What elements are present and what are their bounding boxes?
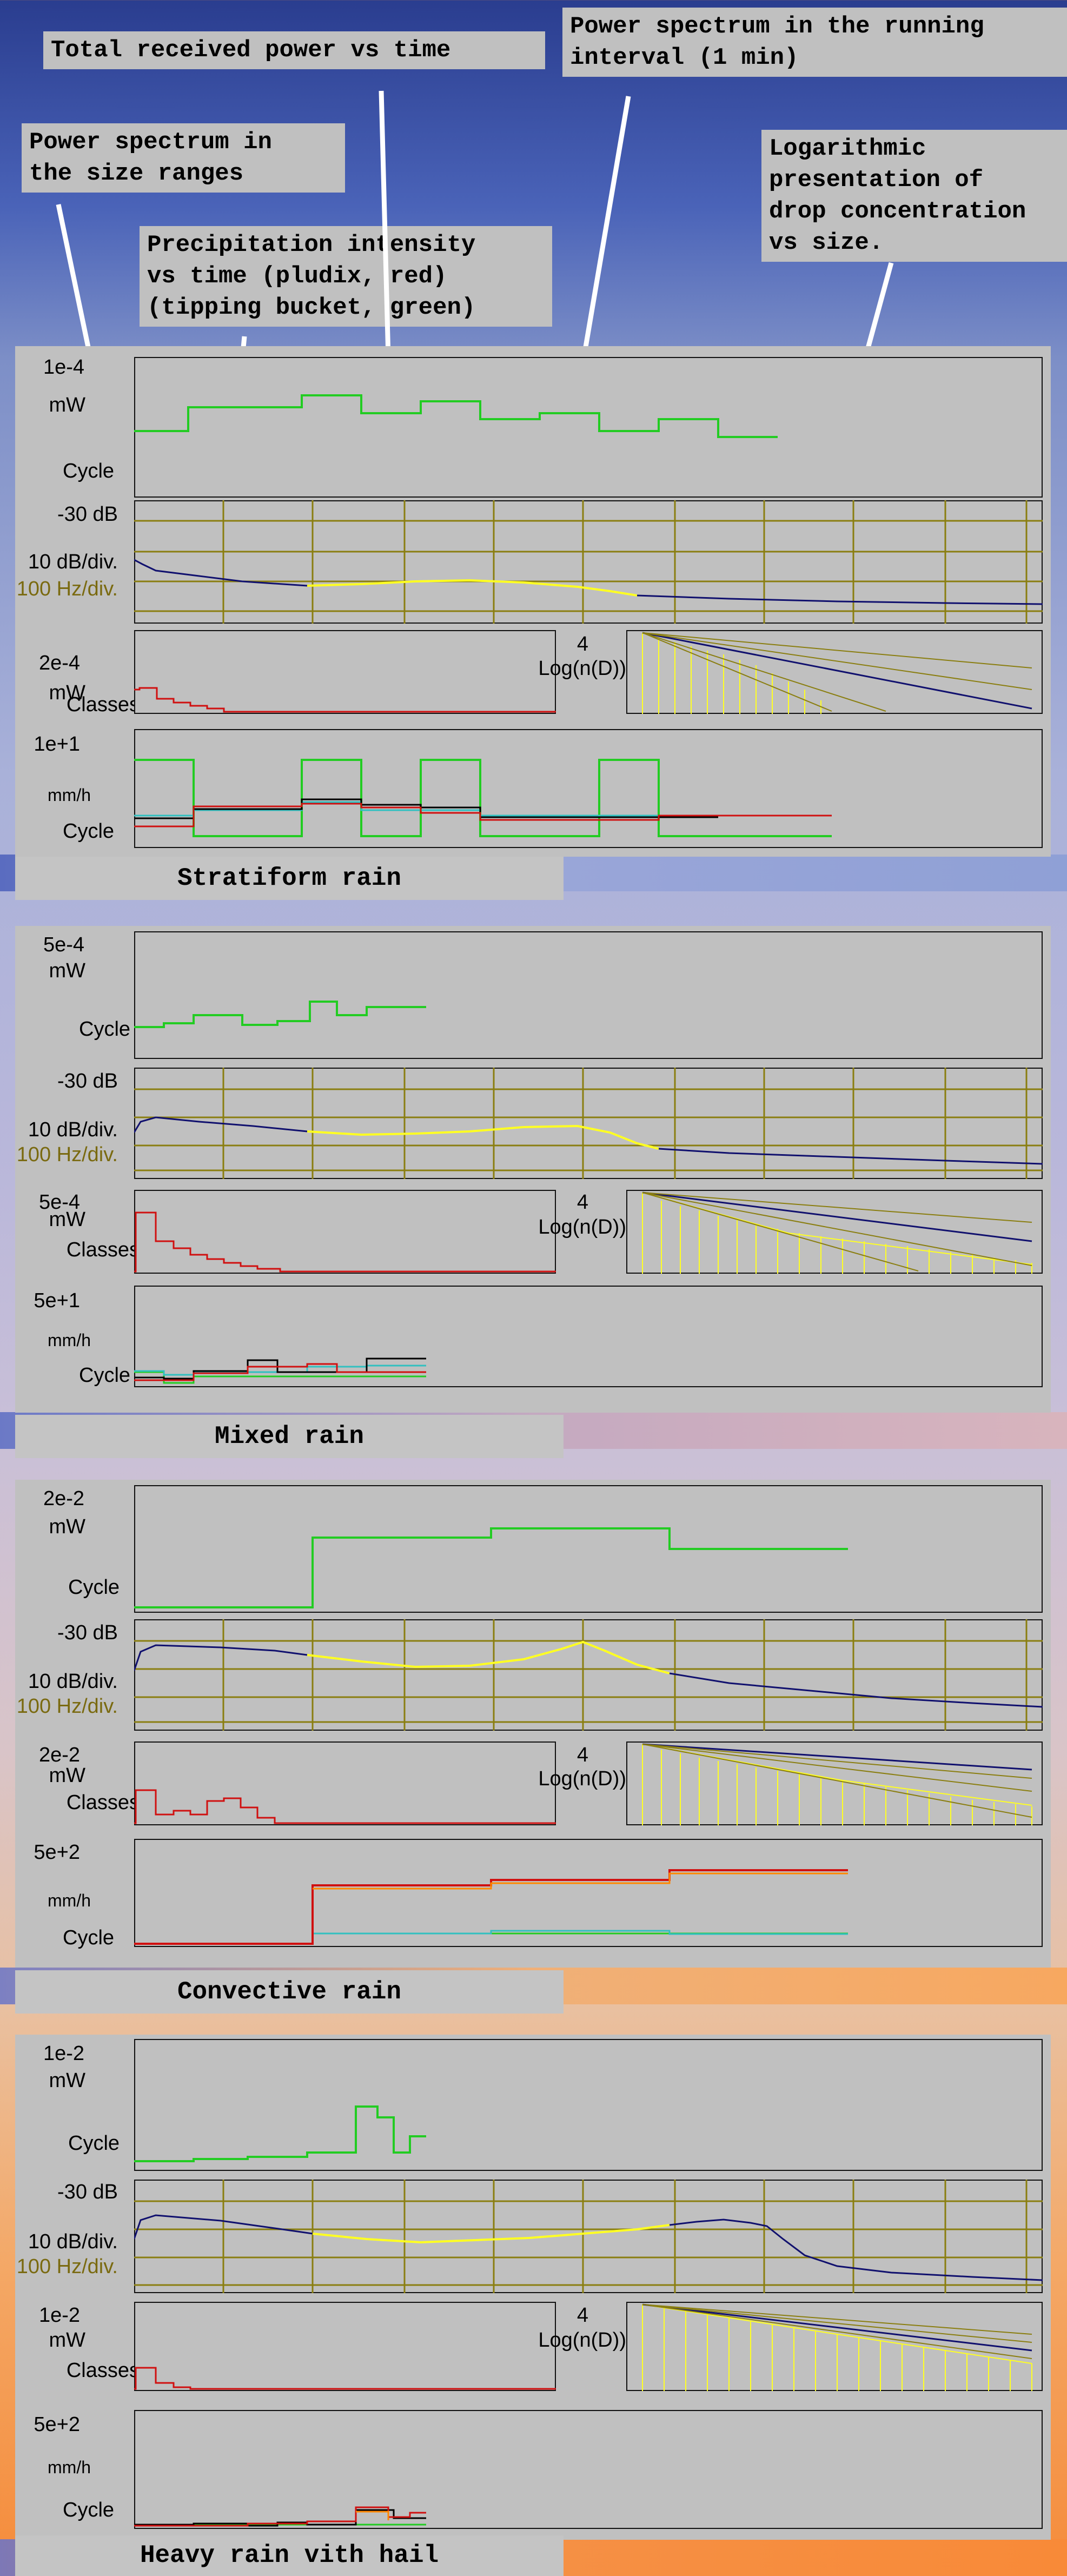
rain-cycle-label: Cycle bbox=[79, 1364, 131, 1387]
size-classes-plot bbox=[134, 2302, 556, 2391]
log-concentration-plot bbox=[626, 2302, 1043, 2391]
section-convective: 2e-2 mW Cycle -30 dB 10 dB/div. 100 Hz/d… bbox=[15, 1480, 1051, 1968]
spectrum-db-label: -30 dB bbox=[57, 1070, 118, 1092]
log-label: Log(n(D)) bbox=[538, 1216, 626, 1239]
spectrum-div-label: 10 dB/div. bbox=[28, 2230, 118, 2253]
power-spectrum-plot bbox=[134, 500, 1043, 624]
total-power-plot bbox=[134, 931, 1043, 1059]
section-title: Mixed rain bbox=[15, 1415, 564, 1458]
precipitation-plot bbox=[134, 1839, 1043, 1947]
power-scale-label: 1e-2 bbox=[43, 2042, 84, 2065]
rain-cycle-label: Cycle bbox=[63, 1926, 115, 1949]
log-label: Log(n(D)) bbox=[538, 1767, 626, 1790]
spectrum-hz-label: 100 Hz/div. bbox=[16, 578, 118, 600]
rain-cycle-label: Cycle bbox=[63, 820, 115, 843]
log-label: Log(n(D)) bbox=[538, 2329, 626, 2352]
rain-scale-label: 5e+1 bbox=[34, 1289, 80, 1312]
section-title: Convective rain bbox=[15, 1970, 564, 2014]
spectrum-div-label: 10 dB/div. bbox=[28, 1670, 118, 1693]
callout-precipitation: Precipitation intensity vs time (pludix,… bbox=[140, 226, 552, 327]
power-trace bbox=[134, 394, 778, 438]
power-unit-label: mW bbox=[49, 394, 85, 416]
size-classes-plot bbox=[134, 1190, 556, 1274]
power-cycle-label: Cycle bbox=[68, 2132, 120, 2155]
classes-label: Classes bbox=[66, 693, 140, 716]
log-label: Log(n(D)) bbox=[538, 657, 626, 680]
spectrum-hz-label: 100 Hz/div. bbox=[16, 1695, 118, 1718]
rain-scale-label: 1e+1 bbox=[34, 733, 80, 756]
power-spectrum-plot bbox=[134, 1068, 1043, 1179]
precipitation-plot bbox=[134, 2410, 1043, 2529]
classes-scale-label: 2e-2 bbox=[38, 1744, 80, 1766]
log-four-label: 4 bbox=[576, 633, 588, 655]
power-cycle-label: Cycle bbox=[63, 460, 115, 482]
power-spectrum-plot bbox=[134, 2180, 1043, 2293]
classes-unit-label: mW bbox=[49, 2329, 85, 2352]
rain-unit-label: mm/h bbox=[48, 1330, 91, 1350]
section-mixed: 5e-4 mW Cycle -30 dB 10 dB/div. 100 Hz/d… bbox=[15, 926, 1051, 1413]
rain-unit-label: mm/h bbox=[48, 1891, 91, 1910]
callout-spectrum-running: Power spectrum in the running interval (… bbox=[562, 8, 1067, 77]
classes-scale-label: 1e-2 bbox=[38, 2304, 80, 2327]
spectrum-hz-label: 100 Hz/div. bbox=[16, 2255, 118, 2278]
callout-spectrum-size: Power spectrum in the size ranges bbox=[22, 123, 345, 193]
section-title: Stratiform rain bbox=[15, 857, 564, 900]
classes-unit-label: mW bbox=[49, 1208, 85, 1231]
rain-unit-label: mm/h bbox=[48, 2458, 91, 2477]
power-unit-label: mW bbox=[49, 1515, 85, 1538]
classes-label: Classes bbox=[66, 2359, 140, 2382]
classes-unit-label: mW bbox=[49, 1764, 85, 1787]
log-four-label: 4 bbox=[576, 1191, 588, 1214]
section-title: Heavy rain vith hail bbox=[15, 2535, 564, 2576]
spectrum-hz-label: 100 Hz/div. bbox=[16, 1143, 118, 1166]
classes-scale-label: 5e-4 bbox=[38, 1191, 80, 1214]
power-spectrum-plot bbox=[134, 1619, 1043, 1731]
power-unit-label: mW bbox=[49, 2069, 85, 2092]
log-concentration-plot bbox=[626, 1190, 1043, 1274]
section-hail: 1e-2 mW Cycle -30 dB 10 dB/div. 100 Hz/d… bbox=[15, 2035, 1051, 2540]
log-four-label: 4 bbox=[576, 1744, 588, 1766]
rain-unit-label: mm/h bbox=[48, 785, 91, 805]
total-power-plot bbox=[134, 2039, 1043, 2171]
size-classes-plot bbox=[134, 1741, 556, 1825]
spectrum-div-label: 10 dB/div. bbox=[28, 1118, 118, 1141]
power-unit-label: mW bbox=[49, 959, 85, 982]
total-power-plot bbox=[134, 1485, 1043, 1613]
log-concentration-plot bbox=[626, 630, 1043, 714]
power-cycle-label: Cycle bbox=[68, 1576, 120, 1599]
classes-scale-label: 2e-4 bbox=[38, 652, 80, 674]
classes-label: Classes bbox=[66, 1791, 140, 1814]
precipitation-plot bbox=[134, 1286, 1043, 1387]
classes-unit-label: mW bbox=[49, 681, 85, 704]
power-cycle-label: Cycle bbox=[79, 1018, 131, 1041]
log-four-label: 4 bbox=[576, 2304, 588, 2327]
precipitation-plot bbox=[134, 729, 1043, 848]
section-stratiform: 1e-4 mW Cycle -30 dB 10 dB/div. 100 Hz/d… bbox=[15, 346, 1051, 857]
spectrum-db-label: -30 dB bbox=[57, 2181, 118, 2203]
rain-scale-label: 5e+2 bbox=[34, 2413, 80, 2436]
power-scale-label: 1e-4 bbox=[43, 356, 84, 379]
power-scale-label: 2e-2 bbox=[43, 1487, 84, 1510]
total-power-plot bbox=[134, 357, 1043, 498]
spectrum-db-label: -30 dB bbox=[57, 503, 118, 526]
size-classes-plot bbox=[134, 630, 556, 714]
spectrum-div-label: 10 dB/div. bbox=[28, 551, 118, 573]
callout-total-power: Total received power vs time bbox=[43, 31, 545, 69]
spectrum-db-label: -30 dB bbox=[57, 1621, 118, 1644]
classes-label: Classes bbox=[66, 1239, 140, 1261]
callout-logarithmic: Logarithmic presentation of drop concent… bbox=[761, 130, 1067, 262]
rain-cycle-label: Cycle bbox=[63, 2499, 115, 2521]
rain-scale-label: 5e+2 bbox=[34, 1841, 80, 1864]
power-scale-label: 5e-4 bbox=[43, 933, 84, 956]
log-concentration-plot bbox=[626, 1741, 1043, 1825]
